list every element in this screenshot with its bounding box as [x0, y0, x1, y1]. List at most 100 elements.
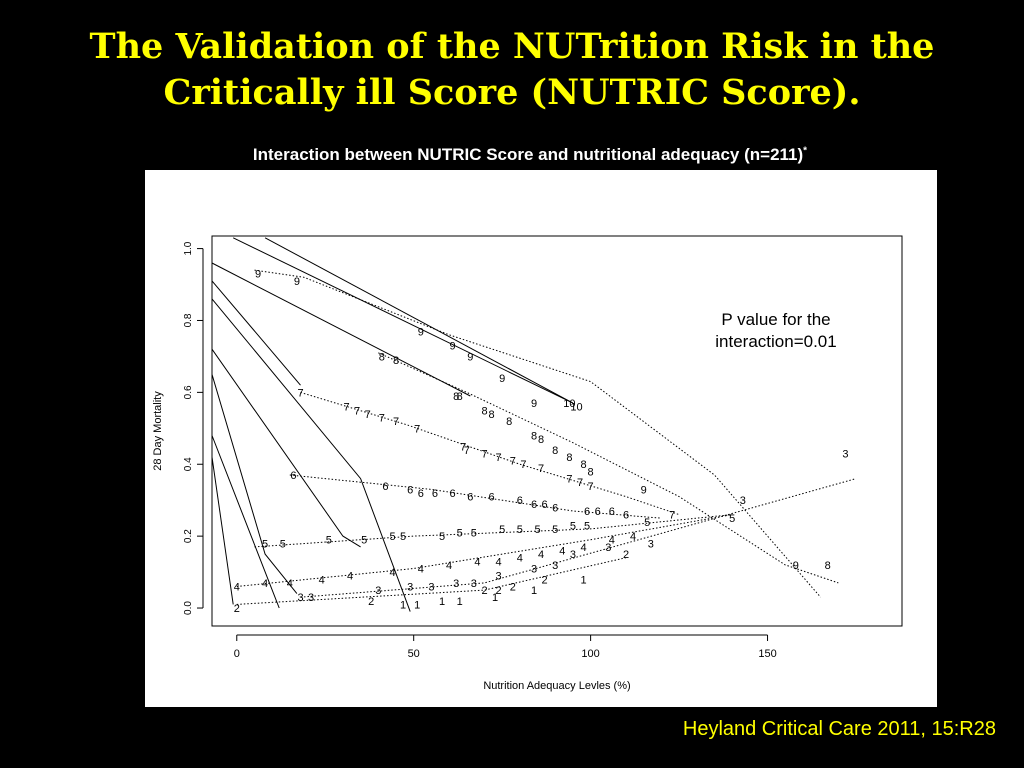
point-marker-7: 7 — [464, 445, 470, 457]
chart-caption: Interaction between NUTRIC Score and nut… — [0, 145, 1024, 165]
point-marker-1: 1 — [439, 596, 445, 608]
plot-frame — [211, 235, 903, 627]
point-marker-6: 6 — [517, 495, 523, 507]
point-marker-9: 9 — [499, 373, 505, 385]
point-marker-7: 7 — [520, 459, 526, 471]
point-marker-4: 4 — [347, 571, 353, 583]
dotted-curve-score-3 — [300, 478, 857, 598]
point-marker-6: 6 — [623, 510, 629, 522]
point-marker-5: 5 — [517, 524, 523, 536]
point-marker-3: 3 — [648, 538, 654, 550]
point-marker-5: 5 — [262, 538, 268, 550]
point-marker-6: 6 — [467, 492, 473, 504]
point-marker-4: 4 — [446, 560, 452, 572]
y-tick-label: 0.6 — [183, 385, 194, 399]
point-marker-3: 3 — [605, 542, 611, 554]
point-marker-3: 3 — [570, 549, 576, 561]
point-marker-4: 4 — [262, 578, 268, 590]
point-marker-8: 8 — [531, 431, 537, 443]
axes: 0 50 100 150 0.0 0.2 0.4 0.6 0.8 1.0 — [183, 241, 777, 660]
point-marker-3: 3 — [531, 564, 537, 576]
point-marker-8: 8 — [588, 466, 594, 478]
solid-curve-score-5 — [211, 348, 361, 548]
point-marker-7: 7 — [343, 402, 349, 414]
point-marker-7: 7 — [669, 510, 675, 522]
point-marker-3: 3 — [297, 592, 303, 604]
solid-curve-score-6 — [211, 298, 411, 612]
point-marker-9: 9 — [531, 398, 537, 410]
point-marker-2: 2 — [368, 596, 374, 608]
x-axis-label: Nutrition Adequacy Levles (%) — [483, 680, 630, 692]
point-marker-7: 7 — [566, 474, 572, 486]
solid-curve-score-3 — [211, 435, 280, 609]
point-marker-3: 3 — [407, 582, 413, 594]
point-marker-4: 4 — [389, 567, 395, 579]
point-marker-7: 7 — [460, 441, 466, 453]
solid-curve-score-4 — [211, 374, 298, 594]
citation: Heyland Critical Care 2011, 15:R28 — [682, 718, 996, 740]
dotted-curve-score-4 — [236, 514, 733, 587]
x-tick-label: 100 — [581, 648, 599, 660]
point-marker-7: 7 — [365, 409, 371, 421]
point-marker-9: 9 — [294, 276, 300, 288]
point-marker-3: 3 — [308, 592, 314, 604]
point-marker-6: 6 — [609, 506, 615, 518]
point-marker-6: 6 — [432, 488, 438, 500]
chart-caption-text: Interaction between NUTRIC Score and nut… — [252, 145, 804, 164]
point-marker-3: 3 — [375, 585, 381, 597]
point-marker-6: 6 — [595, 506, 601, 518]
point-marker-2: 2 — [542, 574, 548, 586]
point-marker-6: 6 — [407, 484, 413, 496]
point-marker-3: 3 — [428, 582, 434, 594]
point-marker-5: 5 — [439, 531, 445, 543]
annotation-line: P value for the — [721, 310, 830, 329]
point-marker-5: 5 — [499, 524, 505, 536]
x-tick-label: 150 — [758, 648, 776, 660]
dotted-curve-score-7 — [300, 391, 680, 516]
point-marker-5: 5 — [361, 535, 367, 547]
x-tick-label: 50 — [408, 648, 420, 660]
dotted-curve-score-6 — [289, 474, 662, 519]
y-tick-label: 0.8 — [183, 313, 194, 327]
point-marker-5: 5 — [644, 517, 650, 529]
point-marker-7: 7 — [393, 416, 399, 428]
y-tick-label: 0.2 — [183, 529, 194, 543]
point-marker-1: 1 — [580, 574, 586, 586]
point-marker-6: 6 — [488, 492, 494, 504]
solid-curves — [211, 237, 574, 612]
point-marker-10: 10 — [570, 402, 582, 414]
point-marker-9: 9 — [467, 351, 473, 363]
point-marker-7: 7 — [481, 449, 487, 461]
solid-curve-score-7 — [211, 280, 301, 386]
point-marker-8: 8 — [393, 355, 399, 367]
chart-panel: 0 50 100 150 0.0 0.2 0.4 0.6 0.8 1.0 10 10 9 9 9 9 9 9 9 9… — [145, 170, 937, 707]
point-marker-9: 9 — [418, 326, 424, 338]
point-marker-3: 3 — [471, 578, 477, 590]
solid-curve-score-9 — [232, 237, 574, 404]
point-marker-10: 10 — [563, 398, 575, 410]
point-marker-4: 4 — [319, 574, 325, 586]
point-marker-5: 5 — [389, 531, 395, 543]
solid-curve-score-2 — [211, 457, 234, 605]
dotted-curve-score-9 — [254, 269, 821, 598]
point-marker-6: 6 — [450, 488, 456, 500]
point-marker-5: 5 — [457, 528, 463, 540]
point-marker-5: 5 — [400, 531, 406, 543]
point-marker-3: 3 — [453, 578, 459, 590]
point-marker-5: 5 — [584, 520, 590, 532]
point-marker-1: 1 — [400, 599, 406, 611]
point-marker-4: 4 — [609, 535, 615, 547]
point-marker-9: 9 — [450, 341, 456, 353]
point-marker-7: 7 — [354, 405, 360, 417]
point-marker-6: 6 — [418, 488, 424, 500]
point-marker-7: 7 — [510, 456, 516, 468]
point-marker-5: 5 — [534, 524, 540, 536]
y-tick-label: 0.0 — [183, 601, 194, 615]
point-marker-5: 5 — [326, 535, 332, 547]
point-marker-1: 1 — [531, 585, 537, 597]
point-marker-8: 8 — [552, 445, 558, 457]
point-marker-8: 8 — [566, 452, 572, 464]
point-marker-8: 8 — [580, 459, 586, 471]
